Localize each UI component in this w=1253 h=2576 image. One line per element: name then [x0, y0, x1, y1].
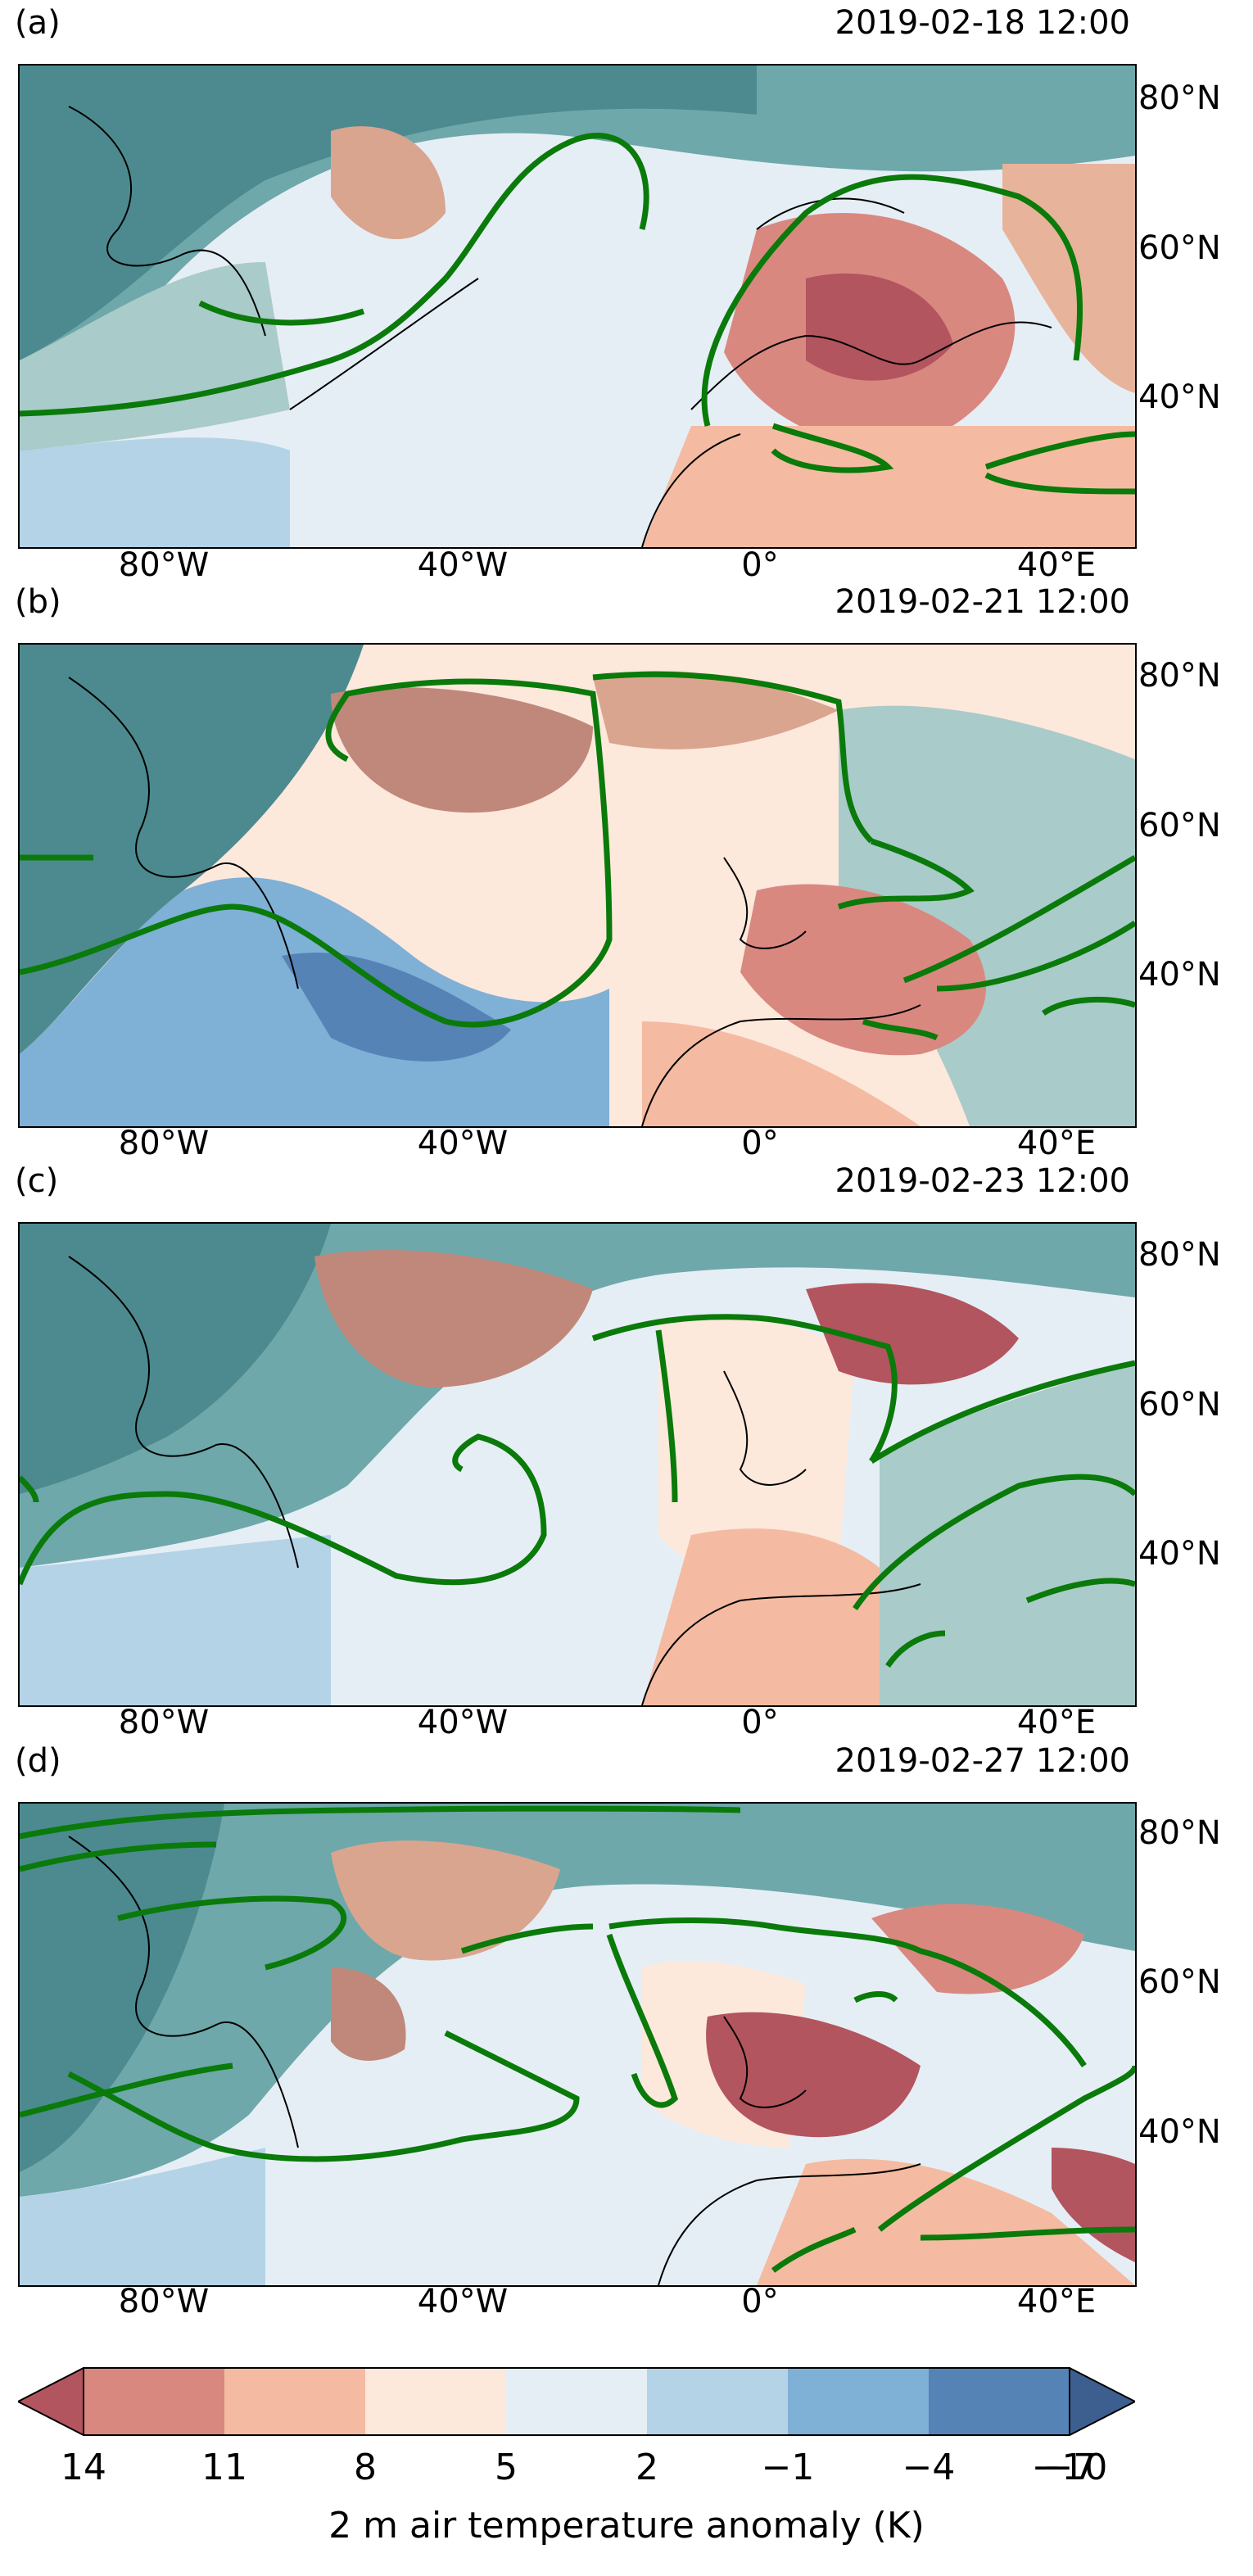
colorbar-tick-label: 5	[495, 2447, 518, 2488]
panel-b-label: (b)	[15, 583, 61, 621]
panel-d-lat-80: 80°N	[1138, 1814, 1221, 1852]
panel-b-lat-60: 60°N	[1138, 807, 1221, 844]
panel-c-lat-40: 40°N	[1138, 1535, 1221, 1573]
colorbar-segment	[365, 2368, 506, 2435]
panel-b-lon-40e: 40°E	[1016, 1125, 1097, 1162]
panel-c-lat-60: 60°N	[1138, 1386, 1221, 1424]
panel-a-lat-40: 40°N	[1138, 378, 1221, 416]
colorbar-tick-label: 8	[354, 2447, 377, 2488]
panel-b-time: 2019-02-21 12:00	[835, 583, 1130, 621]
panel-c-lon-40e: 40°E	[1016, 1704, 1097, 1741]
panel-c-lon-0: 0°	[741, 1704, 779, 1741]
panel-d-lon-40w: 40°W	[417, 2283, 509, 2320]
colorbar-segment	[84, 2368, 224, 2435]
colorbar-extend-low	[16, 2366, 84, 2437]
panel-c-time: 2019-02-23 12:00	[835, 1162, 1130, 1200]
panel-d-lat-40: 40°N	[1138, 2113, 1221, 2151]
colorbar-tick-label: 11	[201, 2447, 247, 2488]
colorbar-tick-label: 2	[636, 2447, 658, 2488]
panel-b-lat-80: 80°N	[1138, 657, 1221, 695]
panel-a-lat-80: 80°N	[1138, 79, 1221, 117]
panel-d-label: (d)	[15, 1742, 61, 1780]
panel-a-lat-60: 60°N	[1138, 229, 1221, 267]
panel-b-lat-40: 40°N	[1138, 956, 1221, 994]
panel-b-lon-0: 0°	[741, 1125, 779, 1162]
colorbar-segment	[647, 2368, 788, 2435]
colorbar-segment	[506, 2368, 647, 2435]
panel-a-lon-40e: 40°E	[1016, 546, 1097, 584]
colorbar-tick-label: 14	[61, 2447, 106, 2488]
panel-a-lon-80w: 80°W	[118, 546, 210, 584]
panel-d-lon-80w: 80°W	[118, 2283, 210, 2320]
panel-a-time: 2019-02-18 12:00	[835, 4, 1130, 42]
panel-c-lon-80w: 80°W	[118, 1704, 210, 1741]
map-panel-c	[18, 1222, 1137, 1707]
colorbar-label: 2 m air temperature anomaly (K)	[328, 2505, 925, 2547]
map-panel-a	[18, 64, 1137, 549]
colorbar-tick-label: −7	[1043, 2447, 1097, 2488]
colorbar-extend-high	[1069, 2366, 1138, 2437]
panel-d-lon-0: 0°	[741, 2283, 779, 2320]
panel-b-lon-40w: 40°W	[417, 1125, 509, 1162]
panel-d-lat-60: 60°N	[1138, 1963, 1221, 2001]
colorbar-tick-label: −10	[1031, 2447, 1108, 2488]
colorbar-segment	[224, 2368, 365, 2435]
panel-c-lon-40w: 40°W	[417, 1704, 509, 1741]
map-panel-d	[18, 1802, 1137, 2287]
map-panel-b	[18, 643, 1137, 1128]
colorbar-tick-label: −4	[902, 2447, 956, 2488]
panel-a-lon-40w: 40°W	[417, 546, 509, 584]
colorbar-tick-label: −1	[761, 2447, 815, 2488]
colorbar	[16, 2366, 1138, 2439]
panel-c-lat-80: 80°N	[1138, 1236, 1221, 1274]
panel-d-lon-40e: 40°E	[1016, 2283, 1097, 2320]
panel-a-lon-0: 0°	[741, 546, 779, 584]
colorbar-segment	[929, 2368, 1070, 2435]
panel-b-lon-80w: 80°W	[118, 1125, 210, 1162]
panel-c-label: (c)	[15, 1162, 59, 1200]
panel-a-label: (a)	[15, 4, 61, 42]
colorbar-segment	[788, 2368, 929, 2435]
panel-d-time: 2019-02-27 12:00	[835, 1742, 1130, 1780]
colorbar-frame	[83, 2367, 1070, 2436]
